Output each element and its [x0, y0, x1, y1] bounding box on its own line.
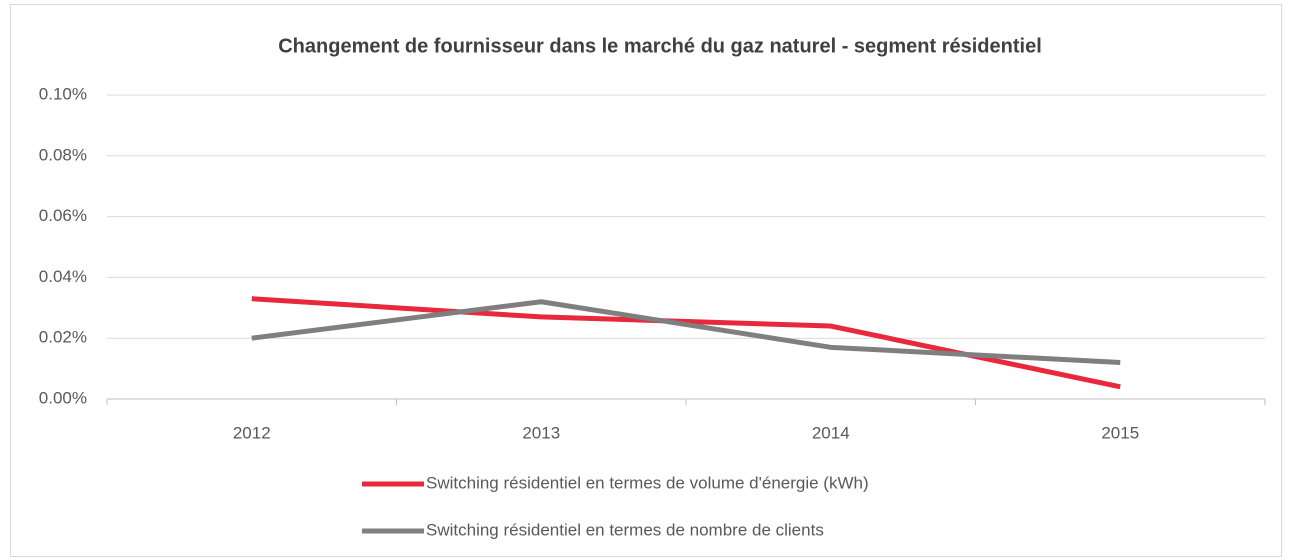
- x-tick-label: 2012: [233, 423, 271, 442]
- x-tick-label: 2015: [1101, 423, 1139, 442]
- y-tick-label: 0.06%: [39, 206, 87, 225]
- chart-frame: [10, 4, 1282, 557]
- y-tick-label: 0.10%: [39, 84, 87, 103]
- legend-label: Switching résidentiel en termes de nombr…: [426, 520, 824, 539]
- series-line: [251, 299, 1121, 366]
- y-tick-label: 0.08%: [39, 145, 87, 164]
- legend-label: Switching résidentiel en termes de volum…: [426, 473, 869, 492]
- chart-title: Changement de fournisseur dans le marché…: [278, 35, 1042, 57]
- x-tick-label: 2013: [522, 423, 560, 442]
- y-tick-label: 0.00%: [39, 388, 87, 407]
- x-tick-label: 2014: [812, 423, 850, 442]
- y-tick-label: 0.02%: [39, 328, 87, 347]
- y-tick-label: 0.04%: [39, 267, 87, 286]
